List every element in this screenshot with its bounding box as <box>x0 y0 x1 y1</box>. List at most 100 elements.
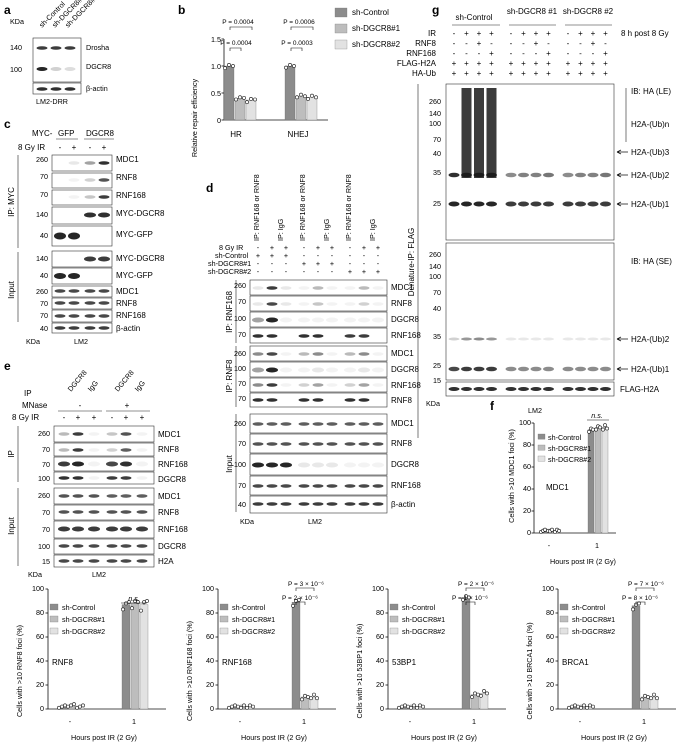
ubiquitin-smear <box>486 88 497 178</box>
panel-letter-d: d <box>206 181 213 195</box>
data-point <box>598 425 602 430</box>
sign-mark: - <box>510 49 513 58</box>
marker: 70 <box>238 439 246 448</box>
panel-a: KDa sh-Control sh-DGCR8#1 sh-DGCR8#2 140… <box>10 0 111 106</box>
band-label: RNF8 <box>158 508 179 517</box>
marker: 100 <box>10 65 22 74</box>
band-label: RNF168 <box>391 331 421 340</box>
data-point <box>139 608 143 613</box>
blot-band <box>298 383 310 387</box>
blot-band <box>344 317 356 323</box>
blot-band <box>326 286 338 290</box>
blot-band <box>461 337 472 341</box>
blot-band <box>98 289 110 293</box>
legend-label: sh-DGCR8#2 <box>352 40 401 49</box>
blot-band <box>106 526 118 532</box>
kda-label: KDa <box>26 337 40 346</box>
data-point <box>470 695 474 699</box>
p-value: P = 8 × 10⁻⁶ <box>622 595 658 602</box>
blot-band <box>600 366 611 372</box>
blot-band <box>562 387 574 391</box>
blot-band <box>58 432 70 436</box>
group-label: DGCR8 <box>86 129 115 138</box>
blot-band <box>68 161 80 165</box>
y-axis-label: Cells with >10 BRCA1 foci (%) <box>525 622 534 719</box>
blot-band <box>88 461 100 467</box>
bar <box>223 65 235 121</box>
blot-band <box>562 201 574 207</box>
data-point <box>312 692 316 697</box>
x-axis-label: Hours post IR (2 Gy) <box>71 733 137 742</box>
blot-band <box>473 201 485 207</box>
p-value: P = 2 × 10⁻⁶ <box>282 595 318 602</box>
blot-band <box>280 286 292 290</box>
panel-letter-b: b <box>178 3 185 17</box>
y-tick: 60 <box>206 632 214 641</box>
band-label: DGCR8 <box>391 315 420 324</box>
blot-band <box>98 314 110 318</box>
legend-label: sh-DGCR8#2 <box>62 627 105 636</box>
sign-mark: + <box>534 69 539 78</box>
ir-sign: + <box>92 413 97 422</box>
panel-letter-c: c <box>4 117 11 131</box>
band-label: H2A-(Ub)n <box>631 120 669 129</box>
blot-band <box>344 367 356 373</box>
blot-band <box>448 201 460 207</box>
data-point <box>582 703 586 708</box>
sign-mark: + <box>376 243 380 252</box>
band-label: RNF8 <box>158 445 179 454</box>
blot-band <box>54 289 66 293</box>
rnf168-label: RNF168 <box>406 49 436 58</box>
blot-bands-layer <box>36 46 611 563</box>
blot-band <box>280 352 292 356</box>
data-point <box>288 63 292 67</box>
legend-label: sh-Control <box>572 603 606 612</box>
bar <box>121 604 131 710</box>
sign-mark: + <box>534 59 539 68</box>
blot-band <box>543 366 554 372</box>
blot-band <box>372 383 384 387</box>
band-label: RNF168 <box>116 191 146 200</box>
data-point <box>482 689 486 693</box>
blot-band <box>136 476 148 480</box>
legend-swatch <box>334 23 348 34</box>
ir-label: 8 Gy IR <box>12 413 39 422</box>
sign-mark: + <box>477 69 482 78</box>
legend-label: sh-Control <box>232 603 266 612</box>
blot-band <box>448 337 460 341</box>
blot-band <box>518 172 529 178</box>
data-point <box>231 64 235 68</box>
sign-mark: + <box>348 267 352 276</box>
y-tick: 20 <box>206 680 214 689</box>
blot-band <box>136 432 148 436</box>
data-point <box>655 696 659 701</box>
sign-mark: + <box>270 243 274 252</box>
rnf8-label: RNF8 <box>415 39 436 48</box>
data-point <box>640 697 644 702</box>
inset-label: 53BP1 <box>392 658 417 667</box>
blot-band <box>486 366 497 372</box>
x-tick: 1 <box>132 717 136 726</box>
blot-band <box>562 337 574 341</box>
blot-band <box>298 422 310 426</box>
y-axis-label: Cells with >10 RNF168 foci (%) <box>185 621 194 721</box>
data-point <box>295 95 299 100</box>
marker: 140 <box>10 43 22 52</box>
bottom-chart-brca1: Cells with >10 BRCA1 foci (%) BRCA1 P = … <box>525 581 664 742</box>
blot-band <box>252 442 264 446</box>
lane-label: DGCR8 <box>113 368 136 393</box>
p-value: P = 0.0004 <box>220 40 252 47</box>
sign-mark: - <box>465 39 468 48</box>
sign-mark: + <box>578 69 583 78</box>
blot-band <box>518 366 529 372</box>
x-axis-label: Hours post IR (2 Gy) <box>581 733 647 742</box>
cell-line-label: LM2-DRR <box>36 97 68 106</box>
marker: 40 <box>433 304 441 313</box>
blot-band <box>266 442 278 446</box>
y-tick: 1.0 <box>211 62 221 71</box>
sign-mark: + <box>521 59 526 68</box>
significance-bracket <box>295 587 315 591</box>
blot-band <box>280 302 292 306</box>
sign-mark: + <box>546 59 551 68</box>
band-label: RNF168 <box>391 481 421 490</box>
